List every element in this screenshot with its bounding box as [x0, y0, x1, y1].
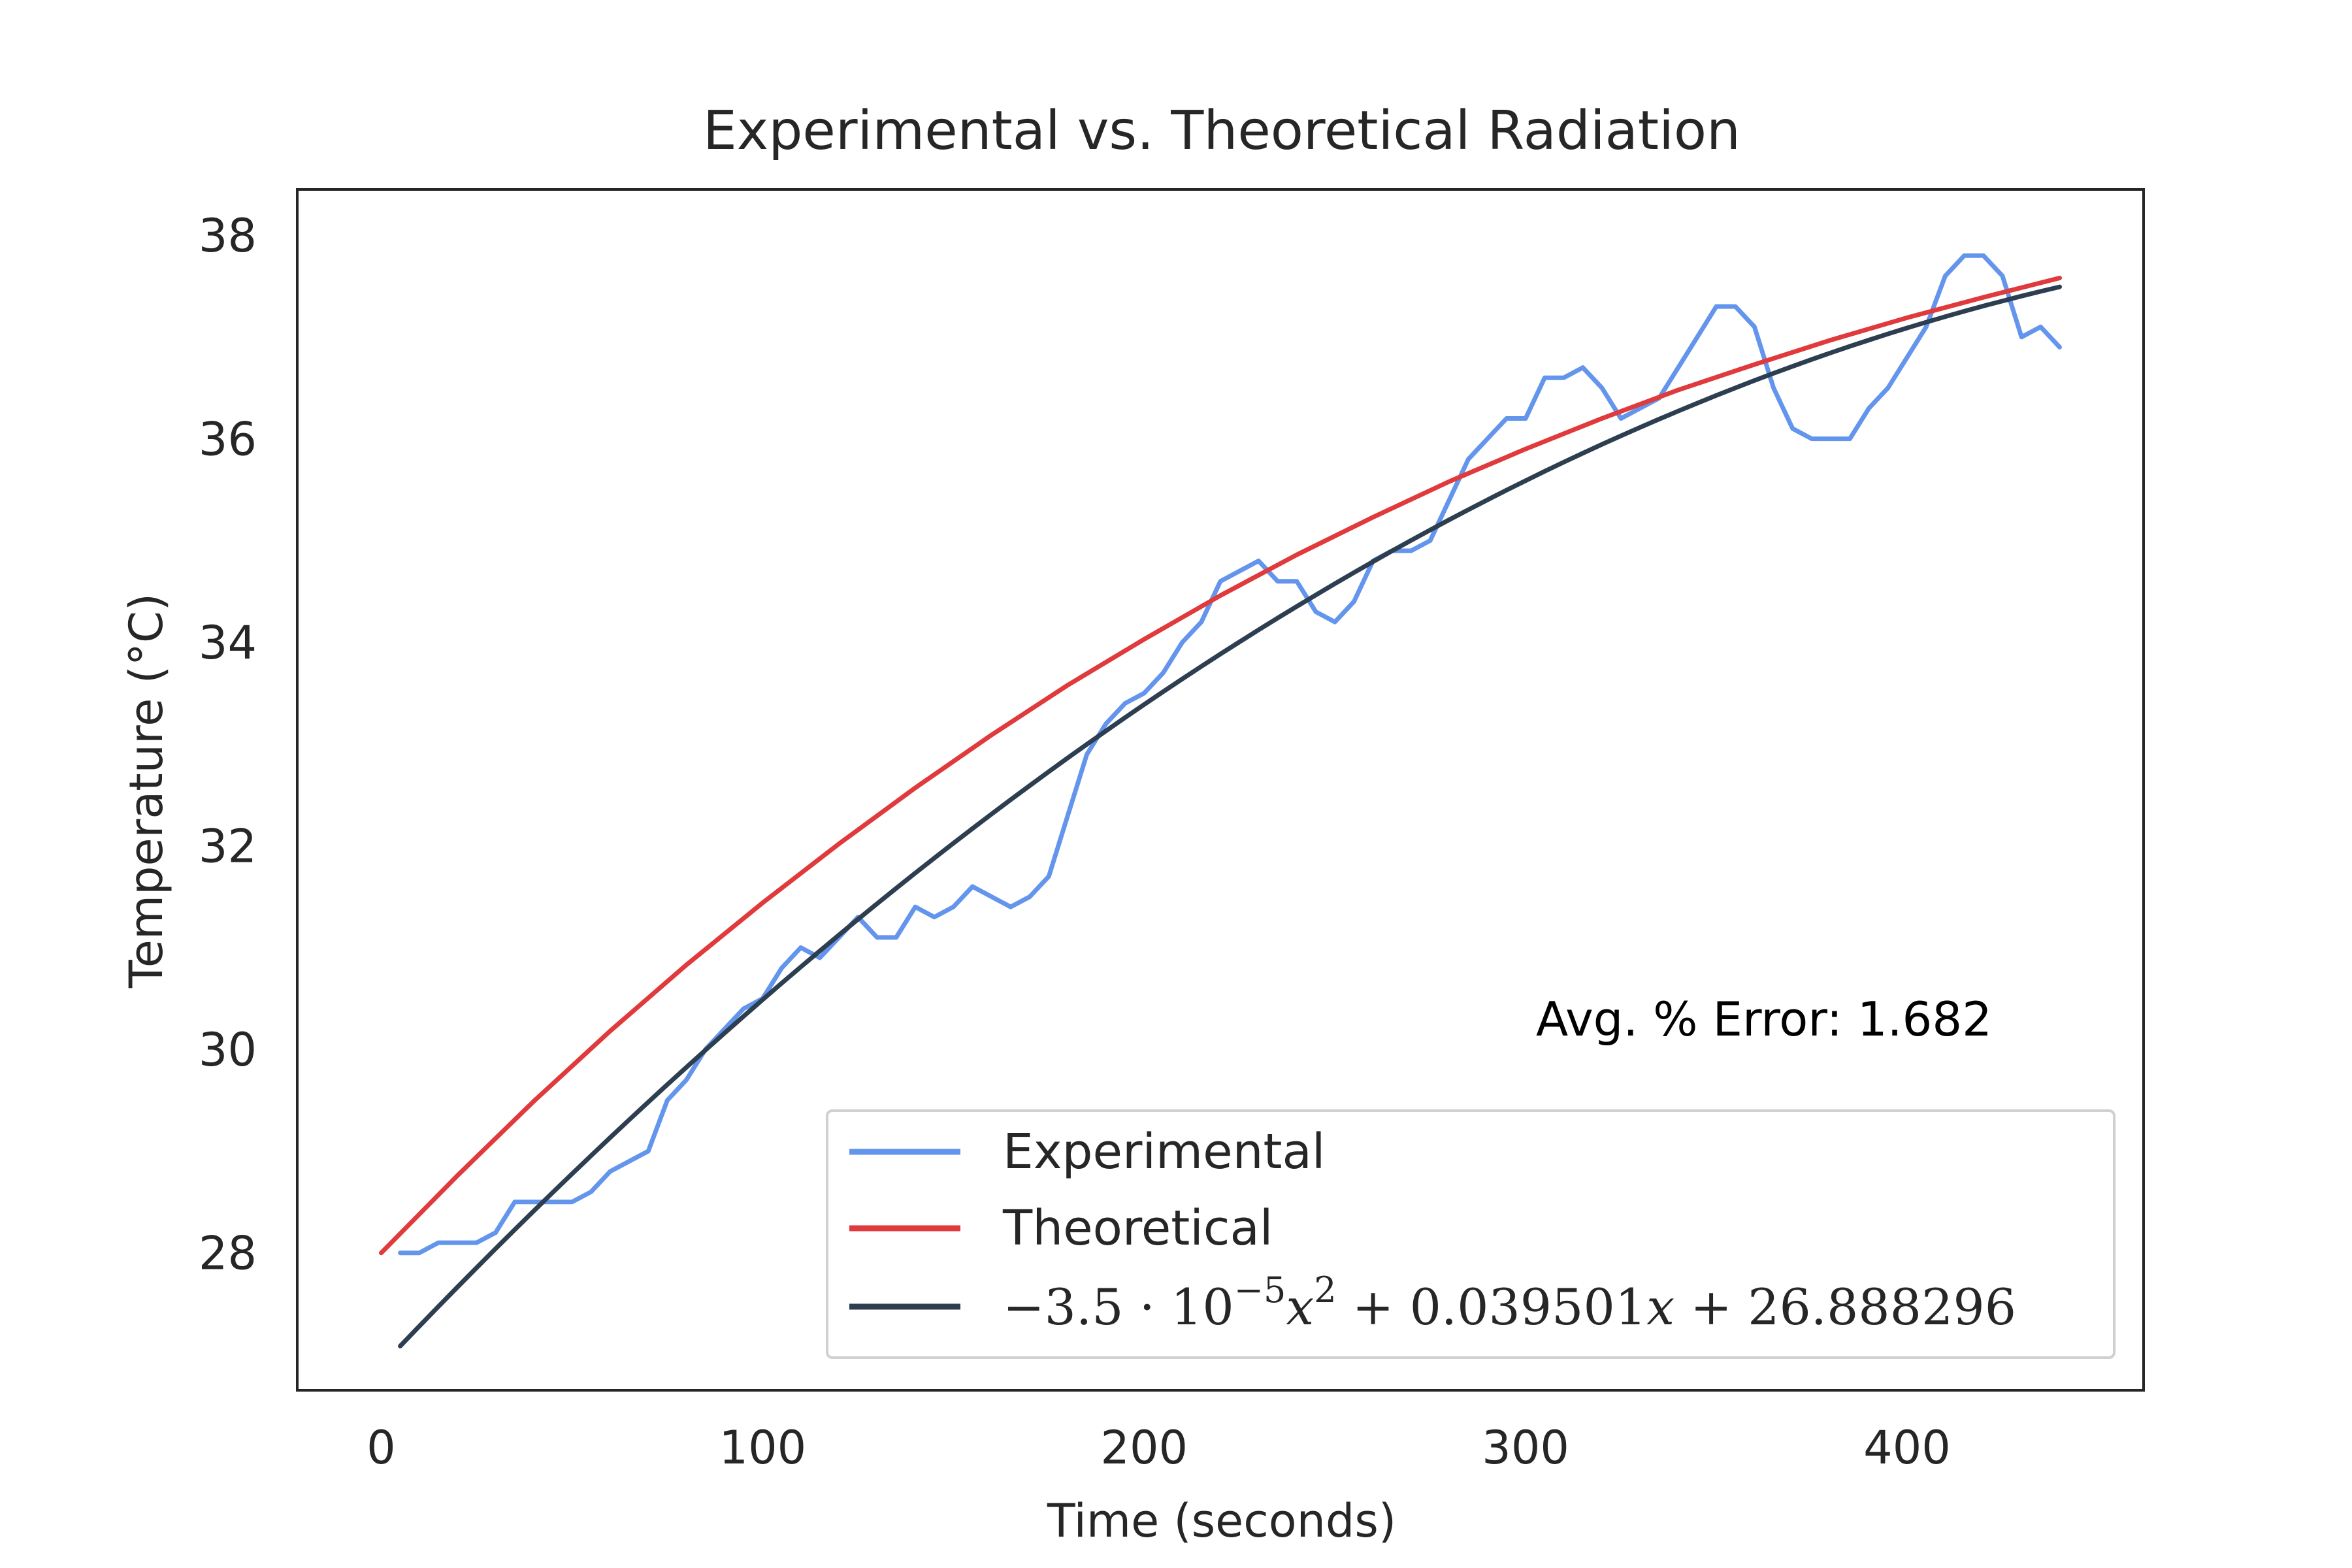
y-tick-label: 32	[199, 820, 257, 874]
x-ticks: 0 100 200 300 400	[367, 1421, 1951, 1475]
error-annotation: Avg. % Error: 1.682	[1536, 992, 1992, 1047]
fit-part-2: −5	[1234, 1269, 1286, 1311]
series-line-theoretical	[379, 276, 2062, 1256]
fit-part-4: 2	[1314, 1269, 1336, 1311]
legend-label-theoretical: Theoretical	[1002, 1200, 1273, 1256]
x-tick-label: 300	[1482, 1421, 1569, 1475]
legend: Experimental Theoretical −3.5 · 10−5x2 +…	[826, 1109, 2115, 1359]
series-line-quadratic-fit	[398, 284, 2062, 1348]
fit-part-1: −3.5 · 10	[1003, 1278, 1234, 1336]
fit-part-6: x	[1646, 1278, 1674, 1336]
series-group	[379, 253, 2062, 1348]
fit-part-3: x	[1286, 1278, 1314, 1336]
fit-part-5: + 0.039501	[1337, 1278, 1647, 1336]
y-tick-label: 34	[199, 616, 257, 670]
legend-label-experimental: Experimental	[1003, 1124, 1325, 1180]
y-tick-label: 36	[199, 413, 257, 466]
legend-label-fit: −3.5 · 10−5x2 + 0.039501x + 26.888296	[1003, 1269, 2016, 1336]
y-ticks: 28 30 32 34 36 38	[199, 209, 257, 1281]
fit-part-7: + 26.888296	[1674, 1278, 2016, 1336]
y-tick-label: 30	[199, 1023, 257, 1077]
legend-box	[826, 1109, 2115, 1359]
series-line-experimental	[398, 253, 2062, 1256]
x-tick-label: 100	[719, 1421, 807, 1475]
y-tick-label: 38	[199, 209, 257, 263]
x-tick-label: 400	[1863, 1421, 1951, 1475]
chart-title: Experimental vs. Theoretical Radiation	[703, 100, 1740, 162]
x-tick-label: 200	[1100, 1421, 1188, 1475]
y-axis-label: Temperature (°C)	[120, 593, 173, 988]
x-axis-label: Time (seconds)	[1047, 1494, 1396, 1548]
y-tick-label: 28	[199, 1227, 257, 1281]
x-tick-label: 0	[367, 1421, 396, 1475]
